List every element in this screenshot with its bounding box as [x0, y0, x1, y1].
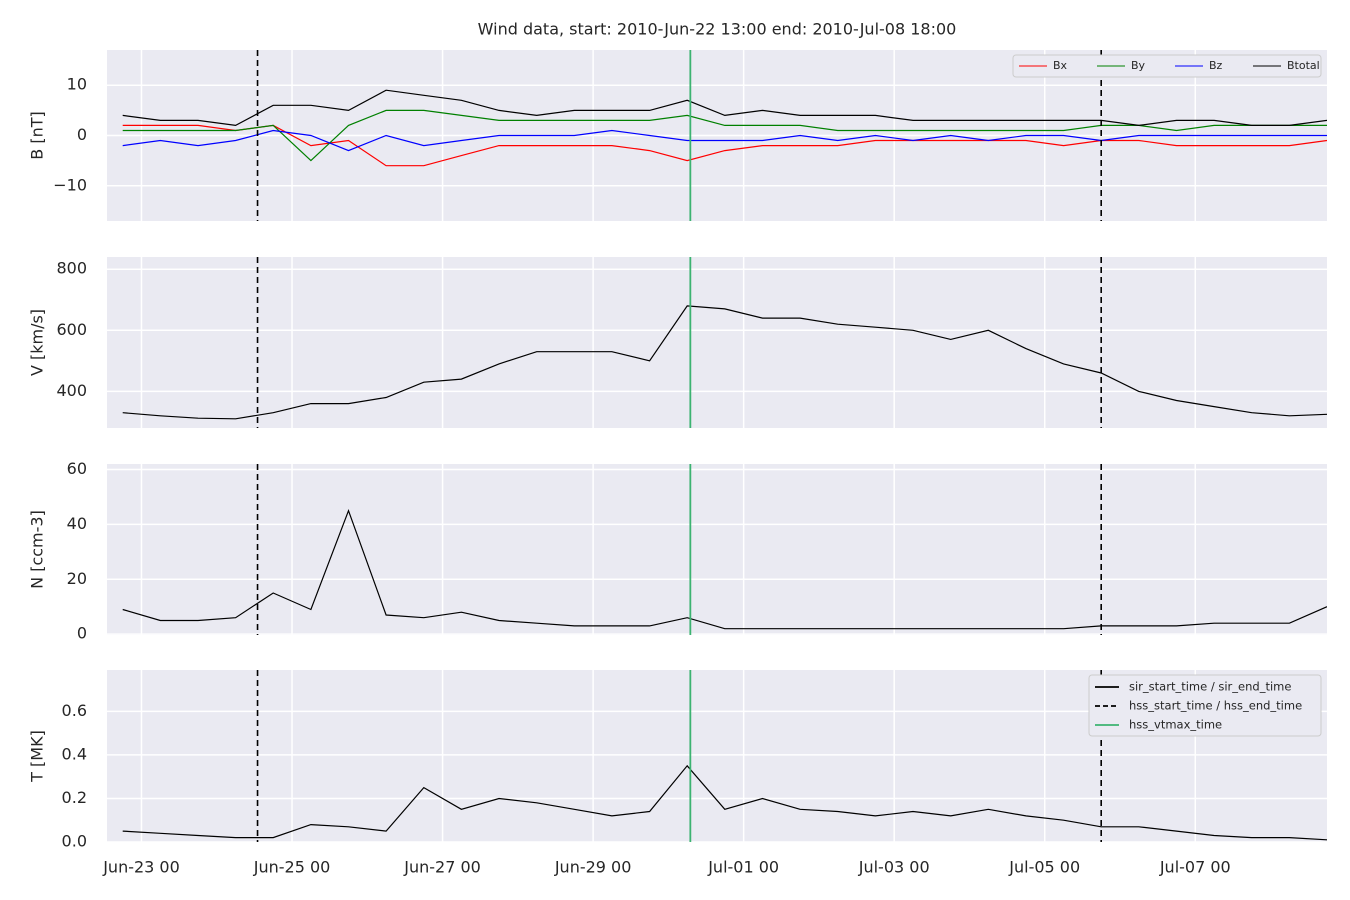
x-tick-label: Jul-05 00	[1008, 858, 1080, 877]
y-tick-label: 20	[67, 569, 87, 588]
y-tick-label: 800	[56, 259, 87, 278]
x-tick-label: Jul-07 00	[1159, 858, 1231, 877]
legend-label: Bz	[1209, 59, 1223, 72]
y-axis-label: V [km/s]	[28, 309, 47, 376]
y-tick-label: 40	[67, 514, 87, 533]
x-tick-label: Jul-03 00	[858, 858, 930, 877]
y-tick-label: 0.2	[62, 788, 87, 807]
x-tick-label: Jun-27 00	[403, 858, 481, 877]
series-line	[122, 124, 1327, 167]
series-line	[122, 109, 1327, 162]
y-tick-label: 60	[67, 459, 87, 478]
x-tick-label: Jun-23 00	[102, 858, 180, 877]
legend-label: hss_start_time / hss_end_time	[1129, 699, 1302, 713]
plot-background	[107, 257, 1327, 428]
legend-label: By	[1131, 59, 1146, 72]
x-tick-label: Jul-01 00	[707, 858, 779, 877]
series-line	[122, 508, 1327, 630]
x-tick-label: Jun-25 00	[253, 858, 331, 877]
y-tick-label: 600	[56, 320, 87, 339]
legend-box	[1012, 54, 1322, 78]
y-axis-label: N [ccm-3]	[28, 510, 47, 589]
legend-label: hss_vtmax_time	[1129, 718, 1222, 732]
series-line	[122, 764, 1327, 841]
figure-title: Wind data, start: 2010-Jun-22 13:00 end:…	[478, 20, 957, 39]
y-tick-label: 400	[56, 381, 87, 400]
legend-label: sir_start_time / sir_end_time	[1129, 680, 1291, 694]
series-line	[122, 89, 1327, 127]
series-line	[122, 129, 1327, 152]
y-tick-label: 10	[67, 75, 87, 94]
y-tick-label: 0.4	[62, 744, 87, 763]
plot-background	[107, 464, 1327, 635]
y-axis-label: T [MK]	[28, 730, 47, 783]
y-tick-label: 0	[77, 125, 87, 144]
y-tick-label: 0.0	[62, 832, 87, 851]
y-axis-label: B [nT]	[28, 111, 47, 159]
y-tick-label: 0.6	[62, 701, 87, 720]
y-tick-label: 0	[77, 624, 87, 643]
legend-box	[1088, 674, 1322, 737]
legend-label: Btotal	[1287, 59, 1320, 72]
x-tick-label: Jun-29 00	[554, 858, 632, 877]
series-line	[122, 305, 1327, 420]
y-tick-label: −10	[53, 175, 87, 194]
legend-label: Bx	[1053, 59, 1068, 72]
